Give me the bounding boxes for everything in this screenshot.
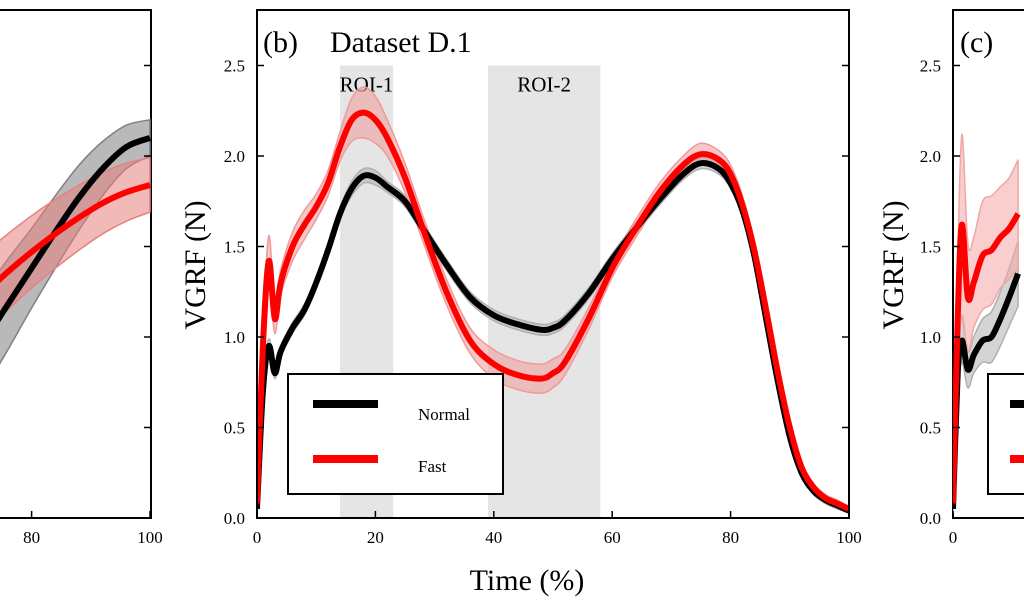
band-fast-panel-b bbox=[257, 86, 849, 512]
y-tick-label: 2.0 bbox=[224, 147, 245, 166]
x-tick-label: 100 bbox=[137, 528, 163, 547]
legend-box bbox=[287, 373, 504, 495]
y-tick-label: 2.0 bbox=[920, 147, 941, 166]
x-tick-label: 80 bbox=[23, 528, 40, 547]
y-axis-title-b: VGRF (N) bbox=[179, 200, 212, 329]
series-line-fast-panel-b bbox=[257, 109, 849, 512]
panel-b-frame bbox=[256, 9, 850, 519]
roi-region-2 bbox=[487, 65, 601, 518]
legend-label-normal: Normal bbox=[418, 405, 470, 424]
x-tick-label: 0 bbox=[253, 528, 262, 547]
panel-b-label: (b) bbox=[263, 26, 298, 59]
y-tick-label: 0.0 bbox=[224, 509, 245, 528]
x-tick-label: 20 bbox=[367, 528, 384, 547]
roi-label-2: ROI-2 bbox=[517, 73, 571, 97]
panel-c: 0.0 0.5 1.0 1.5 2.0 2.5 0 (c) VGRF (N) bbox=[877, 9, 1024, 547]
y-tick-label: 1.0 bbox=[224, 328, 245, 347]
legend-label-fast: Fast bbox=[418, 457, 447, 476]
x-tick-label: 40 bbox=[485, 528, 502, 547]
y-tick-label: 2.5 bbox=[920, 57, 941, 76]
x-axis-title: Time (%) bbox=[470, 564, 585, 597]
band-fast-panel-c bbox=[953, 133, 1019, 513]
y-tick-label: 0.5 bbox=[224, 419, 245, 438]
panel-c-label: (c) bbox=[960, 26, 993, 59]
x-tick-label: 0 bbox=[949, 528, 958, 547]
panel-a: 80 100 bbox=[0, 9, 163, 547]
series-line-fast-panel-a bbox=[0, 182, 151, 284]
y-tick-label: 0.5 bbox=[920, 419, 941, 438]
panel-b-title: Dataset D.1 bbox=[330, 26, 472, 59]
x-tick-label: 60 bbox=[604, 528, 621, 547]
x-tick-label: 100 bbox=[836, 528, 862, 547]
series-line-fast-panel-c bbox=[953, 212, 1021, 504]
y-tick-label: 2.5 bbox=[224, 57, 245, 76]
y-tick-label: 1.5 bbox=[920, 238, 941, 257]
y-tick-label: 1.0 bbox=[920, 328, 941, 347]
band-normal-panel-b bbox=[257, 156, 849, 514]
panel-b: ROI-1 ROI-2 0.00.51.01.52.02.50 20 40 60 80 10… bbox=[179, 9, 862, 597]
x-tick-label: 80 bbox=[722, 528, 739, 547]
y-tick-label: 1.5 bbox=[224, 238, 245, 257]
legend: Normal Fast bbox=[287, 373, 504, 495]
panel-c-legend-box bbox=[987, 373, 1024, 495]
y-axis-title-c: VGRF (N) bbox=[877, 200, 910, 329]
y-tick-label: 0.0 bbox=[920, 509, 941, 528]
